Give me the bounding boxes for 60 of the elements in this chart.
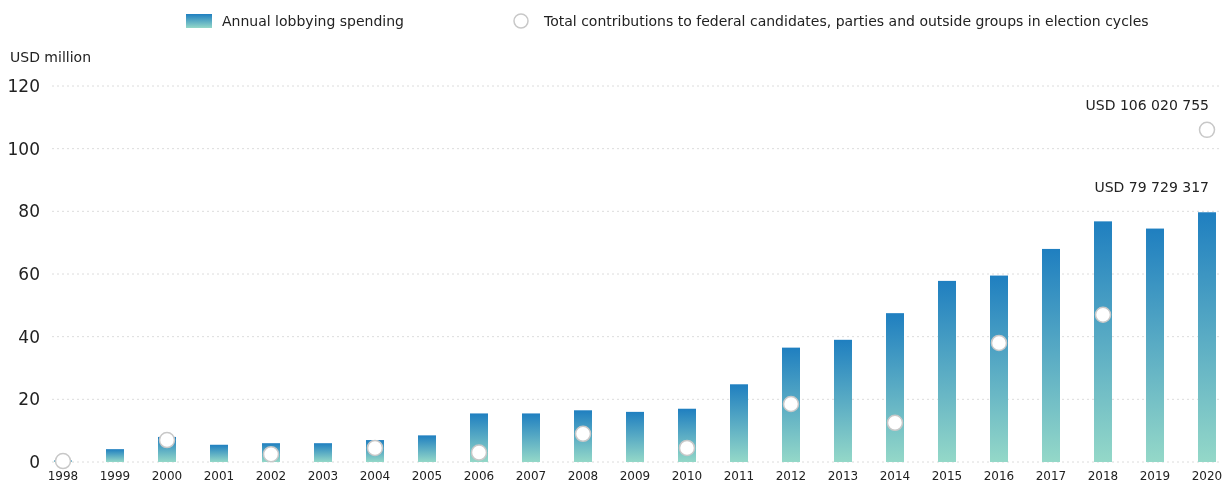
bar — [626, 411, 644, 462]
x-tick-label: 2010 — [671, 469, 703, 483]
point — [886, 414, 904, 432]
point — [678, 439, 696, 457]
x-tick-label: 2019 — [1139, 469, 1171, 483]
bar — [834, 339, 852, 462]
annotation: USD 79 729 317 — [1094, 179, 1209, 196]
bar — [1146, 228, 1164, 462]
x-tick-label: 2000 — [151, 469, 183, 483]
point — [990, 334, 1008, 352]
x-tick-label: 2012 — [775, 469, 807, 483]
bar — [210, 444, 228, 462]
point — [1094, 306, 1112, 323]
bar — [418, 435, 436, 462]
x-tick-label: 2020 — [1191, 469, 1223, 483]
point — [54, 452, 72, 470]
x-tick-label: 2017 — [1035, 469, 1067, 483]
bar — [314, 443, 332, 462]
bar — [886, 313, 904, 462]
y-tick-label: 60 — [18, 263, 40, 284]
x-tick-label: 2006 — [463, 469, 495, 483]
point — [782, 395, 800, 413]
point — [366, 439, 384, 457]
x-tick-label: 2002 — [255, 469, 287, 483]
bar — [1198, 212, 1216, 462]
legend-label: Annual lobbying spending — [222, 13, 404, 30]
x-tick-label: 2003 — [307, 469, 339, 483]
y-axis-title: USD million — [10, 49, 91, 65]
x-tick-label: 2008 — [567, 469, 599, 483]
x-tick-label: 2001 — [203, 469, 235, 483]
point — [574, 425, 592, 443]
legend-label: Total contributions to federal candidates, parties and outside groups in election cycles — [543, 13, 1149, 30]
y-tick-label: 20 — [18, 389, 40, 410]
x-tick-label: 2016 — [983, 469, 1015, 483]
y-tick-label: 100 — [7, 138, 40, 159]
x-tick-label: 1998 — [47, 469, 79, 483]
x-tick-label: 2004 — [359, 469, 391, 483]
x-tick-label: 2005 — [411, 469, 443, 483]
y-tick-label: 80 — [18, 201, 40, 222]
bar — [730, 384, 748, 462]
x-tick-label: 1999 — [99, 469, 131, 483]
bar — [990, 275, 1008, 462]
bar — [106, 449, 124, 462]
annotation: USD 106 020 755 — [1085, 96, 1209, 113]
x-tick-label: 2009 — [619, 469, 651, 483]
x-tick-label: 2013 — [827, 469, 859, 483]
point — [158, 431, 176, 449]
x-tick-label: 2014 — [879, 469, 911, 483]
x-tick-label: 2018 — [1087, 469, 1119, 483]
bar — [1094, 221, 1112, 462]
point — [470, 444, 488, 461]
bar — [938, 280, 956, 462]
bar — [522, 413, 540, 462]
y-tick-label: 40 — [18, 326, 40, 347]
x-tick-label: 2007 — [515, 469, 547, 483]
x-tick-label: 2011 — [723, 469, 755, 483]
y-tick-label: 0 — [29, 451, 40, 472]
y-tick-label: 120 — [7, 75, 40, 96]
x-tick-label: 2015 — [931, 469, 963, 483]
bar — [1042, 248, 1060, 462]
